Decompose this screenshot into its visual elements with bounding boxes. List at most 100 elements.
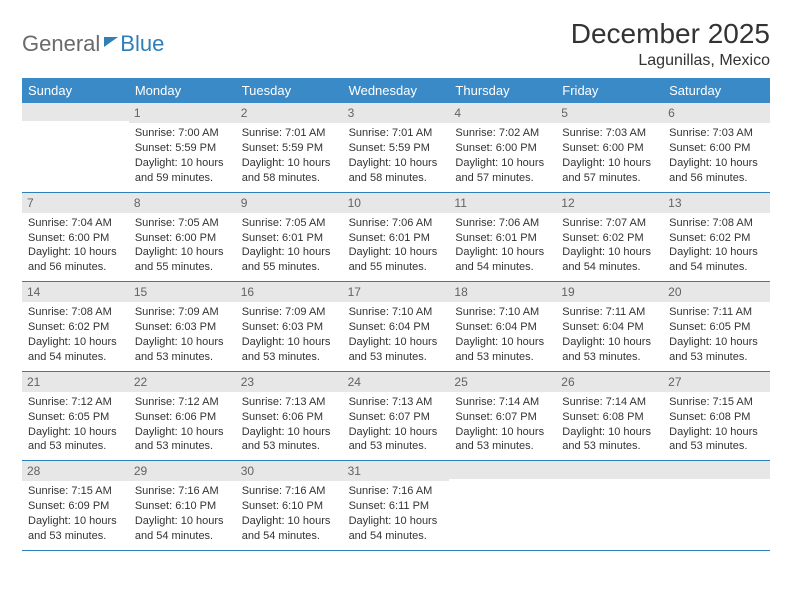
sunrise-text: Sunrise: 7:11 AM xyxy=(669,305,764,320)
daylight-text: Daylight: 10 hours and 58 minutes. xyxy=(349,156,444,186)
sunrise-text: Sunrise: 7:03 AM xyxy=(562,126,657,141)
sunset-text: Sunset: 6:02 PM xyxy=(669,231,764,246)
daylight-text: Daylight: 10 hours and 54 minutes. xyxy=(28,335,123,365)
day-cell: 22Sunrise: 7:12 AMSunset: 6:06 PMDayligh… xyxy=(129,372,236,461)
daylight-text: Daylight: 10 hours and 53 minutes. xyxy=(455,335,550,365)
day-number: 26 xyxy=(556,372,663,392)
daylight-text: Daylight: 10 hours and 58 minutes. xyxy=(242,156,337,186)
day-number: 22 xyxy=(129,372,236,392)
weekday-header: Saturday xyxy=(663,78,770,103)
sunrise-text: Sunrise: 7:01 AM xyxy=(242,126,337,141)
daylight-text: Daylight: 10 hours and 53 minutes. xyxy=(28,425,123,455)
day-number: 10 xyxy=(343,193,450,213)
week-row: 14Sunrise: 7:08 AMSunset: 6:02 PMDayligh… xyxy=(22,282,770,372)
day-number: 30 xyxy=(236,461,343,481)
day-cell: 29 Sunrise: 7:16 AMSunset: 6:10 PMDayligh… xyxy=(129,461,236,550)
sunset-text: Sunset: 6:00 PM xyxy=(28,231,123,246)
sunset-text: Sunset: 6:07 PM xyxy=(455,410,550,425)
day-cell: 9Sunrise: 7:05 AMSunset: 6:01 PMDaylight… xyxy=(236,193,343,282)
sunset-text: Sunset: 6:08 PM xyxy=(669,410,764,425)
day-cell: 28Sunrise: 7:15 AMSunset: 6:09 PMDayligh… xyxy=(22,461,129,550)
sunset-text: Sunset: 6:10 PM xyxy=(242,499,337,514)
day-number: 27 xyxy=(663,372,770,392)
daylight-text: Daylight: 10 hours and 57 minutes. xyxy=(455,156,550,186)
day-number xyxy=(556,461,663,479)
day-cell: 11Sunrise: 7:06 AMSunset: 6:01 PMDayligh… xyxy=(449,193,556,282)
daylight-text: Daylight: 10 hours and 53 minutes. xyxy=(349,335,444,365)
sunset-text: Sunset: 6:05 PM xyxy=(28,410,123,425)
daylight-text: Daylight: 10 hours and 53 minutes. xyxy=(669,425,764,455)
day-cell: 31Sunrise: 7:16 AMSunset: 6:11 PMDayligh… xyxy=(343,461,450,550)
day-number: 20 xyxy=(663,282,770,302)
sunrise-text: Sunrise: 7:16 AM xyxy=(135,484,230,499)
day-cell: 1Sunrise: 7:00 AMSunset: 5:59 PMDaylight… xyxy=(129,103,236,192)
sunrise-text: Sunrise: 7:13 AM xyxy=(242,395,337,410)
day-number: 29 xyxy=(129,461,236,481)
day-number: 3 xyxy=(343,103,450,123)
sunset-text: Sunset: 5:59 PM xyxy=(242,141,337,156)
sunset-text: Sunset: 6:00 PM xyxy=(135,231,230,246)
logo-text-general: General xyxy=(22,31,100,57)
day-cell xyxy=(556,461,663,550)
day-cell: 20Sunrise: 7:11 AMSunset: 6:05 PMDayligh… xyxy=(663,282,770,371)
sunrise-text: Sunrise: 7:16 AM xyxy=(242,484,337,499)
day-cell: 14Sunrise: 7:08 AMSunset: 6:02 PMDayligh… xyxy=(22,282,129,371)
daylight-text: Daylight: 10 hours and 53 minutes. xyxy=(562,425,657,455)
sunset-text: Sunset: 6:11 PM xyxy=(349,499,444,514)
sunrise-text: Sunrise: 7:03 AM xyxy=(669,126,764,141)
logo-text-blue: Blue xyxy=(120,31,164,57)
daylight-text: Daylight: 10 hours and 54 minutes. xyxy=(455,245,550,275)
daylight-text: Daylight: 10 hours and 54 minutes. xyxy=(135,514,230,544)
daylight-text: Daylight: 10 hours and 53 minutes. xyxy=(242,335,337,365)
sunrise-text: Sunrise: 7:15 AM xyxy=(28,484,123,499)
day-number: 21 xyxy=(22,372,129,392)
sunrise-text: Sunrise: 7:16 AM xyxy=(349,484,444,499)
sunset-text: Sunset: 6:00 PM xyxy=(669,141,764,156)
daylight-text: Daylight: 10 hours and 56 minutes. xyxy=(669,156,764,186)
sunrise-text: Sunrise: 7:06 AM xyxy=(455,216,550,231)
daylight-text: Daylight: 10 hours and 53 minutes. xyxy=(669,335,764,365)
sunset-text: Sunset: 6:08 PM xyxy=(562,410,657,425)
sunrise-text: Sunrise: 7:00 AM xyxy=(135,126,230,141)
day-cell xyxy=(22,103,129,192)
day-number: 19 xyxy=(556,282,663,302)
sunrise-text: Sunrise: 7:11 AM xyxy=(562,305,657,320)
day-number: 28 xyxy=(22,461,129,481)
sunrise-text: Sunrise: 7:14 AM xyxy=(455,395,550,410)
day-number: 6 xyxy=(663,103,770,123)
sunrise-text: Sunrise: 7:04 AM xyxy=(28,216,123,231)
day-number xyxy=(449,461,556,479)
day-number: 5 xyxy=(556,103,663,123)
day-cell: 26Sunrise: 7:14 AMSunset: 6:08 PMDayligh… xyxy=(556,372,663,461)
daylight-text: Daylight: 10 hours and 53 minutes. xyxy=(562,335,657,365)
day-cell xyxy=(663,461,770,550)
sunset-text: Sunset: 6:01 PM xyxy=(242,231,337,246)
day-cell: 24Sunrise: 7:13 AMSunset: 6:07 PMDayligh… xyxy=(343,372,450,461)
day-number: 25 xyxy=(449,372,556,392)
week-row: 28Sunrise: 7:15 AMSunset: 6:09 PMDayligh… xyxy=(22,461,770,551)
day-number: 4 xyxy=(449,103,556,123)
sunrise-text: Sunrise: 7:10 AM xyxy=(455,305,550,320)
day-cell: 5Sunrise: 7:03 AMSunset: 6:00 PMDaylight… xyxy=(556,103,663,192)
weekday-header: Wednesday xyxy=(343,78,450,103)
weekday-header-row: Sunday Monday Tuesday Wednesday Thursday… xyxy=(22,78,770,103)
sunset-text: Sunset: 6:10 PM xyxy=(135,499,230,514)
daylight-text: Daylight: 10 hours and 54 minutes. xyxy=(562,245,657,275)
day-cell: 6 Sunrise: 7:03 AMSunset: 6:00 PMDaylight… xyxy=(663,103,770,192)
daylight-text: Daylight: 10 hours and 53 minutes. xyxy=(135,425,230,455)
day-cell: 18Sunrise: 7:10 AMSunset: 6:04 PMDayligh… xyxy=(449,282,556,371)
calendar: Sunday Monday Tuesday Wednesday Thursday… xyxy=(22,78,770,551)
daylight-text: Daylight: 10 hours and 53 minutes. xyxy=(455,425,550,455)
day-cell: 27Sunrise: 7:15 AMSunset: 6:08 PMDayligh… xyxy=(663,372,770,461)
sunrise-text: Sunrise: 7:09 AM xyxy=(242,305,337,320)
day-number: 8 xyxy=(129,193,236,213)
daylight-text: Daylight: 10 hours and 53 minutes. xyxy=(242,425,337,455)
sunset-text: Sunset: 6:00 PM xyxy=(455,141,550,156)
day-number xyxy=(22,103,129,121)
day-cell: 2 Sunrise: 7:01 AMSunset: 5:59 PMDaylight… xyxy=(236,103,343,192)
sunset-text: Sunset: 6:02 PM xyxy=(28,320,123,335)
sunset-text: Sunset: 6:00 PM xyxy=(562,141,657,156)
day-number xyxy=(663,461,770,479)
day-number: 2 xyxy=(236,103,343,123)
sunrise-text: Sunrise: 7:10 AM xyxy=(349,305,444,320)
